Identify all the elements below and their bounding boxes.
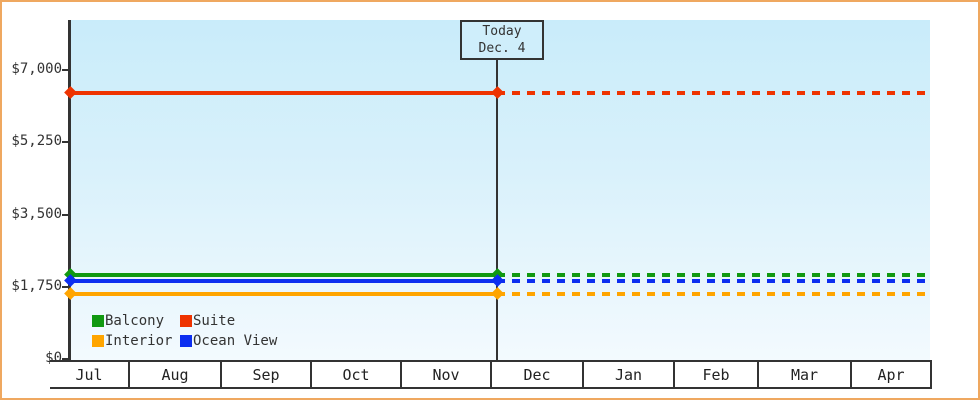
month-cell: Jul [75, 365, 103, 384]
month-cell: Aug [128, 362, 220, 387]
series-line-solid [71, 272, 497, 277]
series-line-solid [71, 278, 497, 283]
y-tick-mark [62, 141, 70, 144]
today-label: Today [482, 24, 522, 39]
series-line-dashed [497, 291, 930, 296]
series-line-solid [71, 291, 497, 296]
series-line-dashed [497, 278, 930, 283]
y-tick-label: $3,500 [11, 205, 62, 222]
today-vertical-line [496, 58, 498, 360]
y-tick-label: $1,750 [11, 277, 62, 294]
legend-label: Balcony [105, 313, 165, 329]
legend-swatch [92, 335, 104, 347]
legend-item: Ocean View [180, 331, 277, 351]
y-tick-label: $7,000 [11, 61, 62, 77]
legend-swatch [92, 315, 104, 327]
legend-swatch [180, 315, 192, 327]
legend-swatch [180, 335, 192, 347]
month-cell: Feb [673, 362, 757, 387]
series-line-dashed [497, 272, 930, 277]
series-line-dashed [497, 90, 930, 95]
month-cell: Oct [310, 362, 400, 387]
legend-item: Interior [92, 331, 180, 351]
y-tick-mark [62, 213, 70, 216]
plot-background [70, 20, 930, 360]
legend: Balcony Suite Interior Ocean View [92, 311, 277, 351]
month-cell: Sep [220, 362, 310, 387]
month-cell: Nov [400, 362, 490, 387]
legend-label: Suite [193, 313, 236, 329]
month-cell: Apr [850, 362, 930, 387]
x-axis-month-strip: Jul Aug Sep Oct Nov Dec Jan Feb Mar Apr [50, 360, 932, 389]
today-date: Dec. 4 [478, 41, 526, 56]
legend-item: Suite [180, 311, 277, 331]
legend-label: Interior [105, 333, 173, 349]
month-cell: Jan [582, 362, 673, 387]
y-axis [68, 20, 71, 361]
today-annotation-box: Today Dec. 4 [460, 20, 544, 60]
legend-item: Balcony [92, 311, 180, 331]
y-tick-mark [62, 358, 70, 360]
series-line-solid [71, 90, 497, 95]
y-tick-mark [62, 285, 70, 288]
month-cell: Mar [757, 362, 850, 387]
legend-label: Ocean View [193, 333, 278, 349]
y-tick-mark [62, 69, 70, 71]
month-cell: Dec [490, 362, 582, 387]
y-tick-label: $5,250 [11, 133, 62, 150]
